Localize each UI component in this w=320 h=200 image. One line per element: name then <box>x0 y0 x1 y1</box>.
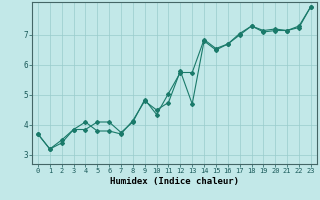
X-axis label: Humidex (Indice chaleur): Humidex (Indice chaleur) <box>110 177 239 186</box>
